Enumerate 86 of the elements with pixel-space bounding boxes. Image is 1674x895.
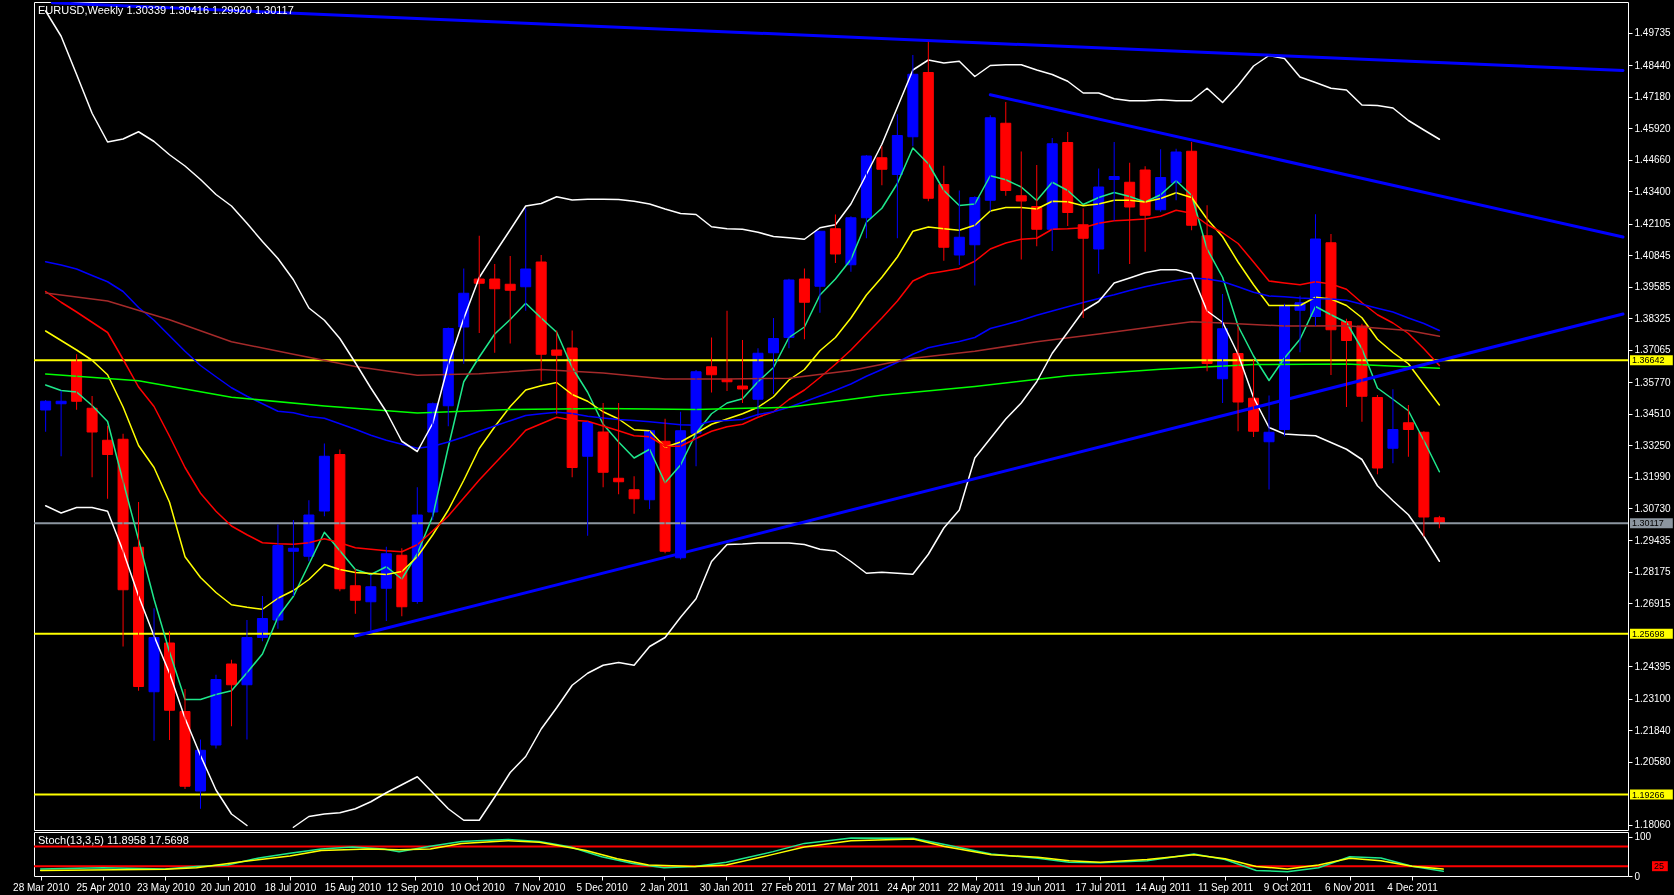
candlestick: [737, 339, 749, 404]
x-tick-label: 22 May 2011: [947, 881, 1006, 893]
ref-line-label: 1.19266: [1632, 789, 1665, 800]
x-tick-label: 20 Jun 2010: [200, 881, 257, 893]
x-tick-label: 4 Dec 2011: [1387, 881, 1439, 893]
y-tick-label: 1.33250: [1634, 439, 1672, 451]
candlestick: [489, 263, 501, 354]
candlestick: [40, 399, 52, 433]
x-tick-label: 27 Mar 2011: [823, 881, 880, 893]
candlestick: [829, 214, 841, 264]
x-tick-label: 30 Jan 2011: [699, 881, 755, 893]
y-tick-label: 1.23100: [1634, 693, 1672, 705]
x-tick-label: 10 Oct 2010: [450, 881, 506, 893]
x-tick-label: 19 Jun 2011: [1011, 881, 1067, 893]
y-tick-label: 1.43400: [1634, 185, 1672, 197]
chart-title: Stoch(13,3,5) 11.8958 17.5698: [38, 834, 189, 846]
ref-line-label: 1.36642: [1632, 355, 1665, 366]
ref-line-label: 1.25698: [1632, 628, 1665, 639]
candlestick: [287, 519, 299, 597]
x-tick-label: 23 May 2010: [136, 881, 196, 893]
candlestick: [597, 402, 609, 488]
line-series: [44, 147, 1441, 701]
x-tick-label: 28 Mar 2010: [13, 881, 70, 893]
candlestick: [551, 330, 563, 415]
y-tick-label: 1.42105: [1634, 218, 1672, 230]
y-tick-label: 1.49735: [1634, 27, 1672, 39]
y-tick-label: 1.29435: [1634, 534, 1672, 546]
candlestick: [86, 395, 98, 478]
y-tick-label: 0: [1634, 870, 1641, 882]
candlestick: [504, 255, 516, 344]
ref-line-label: 25: [1654, 861, 1665, 872]
candlestick: [1108, 141, 1120, 222]
candlestick: [1371, 394, 1383, 475]
y-tick-label: 1.44660: [1634, 154, 1672, 166]
x-tick-label: 27 Feb 2011: [761, 881, 818, 893]
y-tick-label: 1.35770: [1634, 376, 1672, 388]
y-tick-label: 1.28175: [1634, 566, 1672, 578]
x-tick-label: 11 Sep 2011: [1197, 881, 1254, 893]
candlestick: [706, 337, 718, 393]
y-tick-label: 1.30730: [1634, 502, 1672, 514]
y-tick-label: 1.18060: [1634, 819, 1672, 831]
x-tick-label: 17 Jul 2011: [1075, 881, 1127, 893]
y-tick-label: 1.21840: [1634, 724, 1672, 736]
y-tick-label: 1.34510: [1634, 408, 1672, 419]
y-tick-label: 1.39585: [1634, 281, 1672, 293]
candlestick: [349, 568, 361, 615]
candlestick: [783, 278, 795, 349]
y-tick-label: 100: [1634, 831, 1652, 843]
x-tick-label: 18 Jul 2010: [264, 881, 317, 893]
y-tick-label: 1.48440: [1634, 59, 1672, 71]
candlestick: [953, 190, 965, 266]
y-tick-label: 1.45920: [1634, 122, 1672, 134]
y-tick-label: 1.38325: [1634, 312, 1672, 324]
candlestick: [225, 659, 237, 727]
x-tick-label: 24 Apr 2011: [887, 881, 941, 893]
candlestick: [876, 145, 888, 186]
y-tick-label: 1.24395: [1634, 660, 1672, 672]
y-tick-label: 1.40845: [1634, 249, 1672, 261]
candlestick: [535, 254, 547, 382]
x-tick-label: 9 Oct 2011: [1263, 881, 1313, 893]
x-tick-label: 15 Aug 2010: [324, 881, 382, 893]
x-tick-label: 7 Nov 2010: [514, 881, 566, 893]
candlestick: [582, 420, 594, 537]
x-tick-label: 6 Nov 2011: [1325, 881, 1376, 893]
y-tick-label: 1.37065: [1634, 344, 1672, 356]
x-tick-label: 25 Apr 2010: [76, 881, 131, 893]
candlestick: [1402, 404, 1414, 458]
candlestick: [1170, 148, 1182, 201]
x-tick-label: 14 Aug 2011: [1135, 881, 1192, 893]
candlestick: [628, 475, 640, 515]
candlestick: [814, 230, 826, 314]
candlestick: [365, 574, 377, 632]
y-tick-label: 1.20580: [1634, 756, 1672, 768]
y-tick-label: 1.31990: [1634, 471, 1672, 482]
candlestick: [318, 443, 330, 517]
y-tick-label: 1.26915: [1634, 597, 1672, 609]
y-tick-label: 1.47180: [1634, 91, 1672, 103]
x-tick-label: 2 Jan 2011: [640, 881, 690, 893]
candlestick: [520, 207, 532, 312]
x-tick-label: 5 Dec 2010: [576, 881, 629, 893]
candlestick: [798, 268, 810, 340]
candlestick: [767, 317, 779, 395]
ref-line-label: 1.30117: [1632, 518, 1664, 529]
line-series: [44, 363, 1441, 414]
x-tick-label: 12 Sep 2010: [386, 881, 444, 893]
candlestick: [1387, 388, 1399, 464]
